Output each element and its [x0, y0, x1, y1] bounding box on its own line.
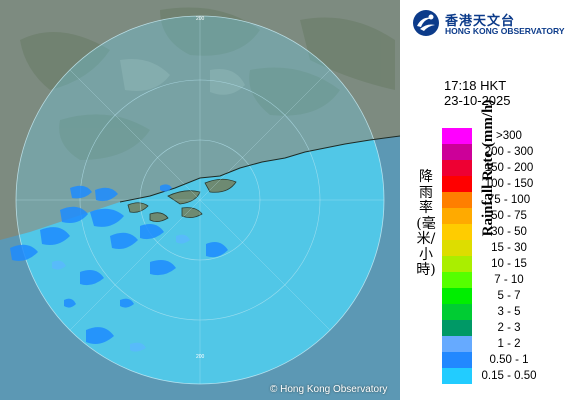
legend-labels: >300 200 - 300 150 - 200 100 - 150 75 - 100 5…	[474, 128, 544, 384]
legend-label: 10 - 15	[491, 258, 527, 270]
legend-swatch	[442, 352, 472, 368]
legend-panel	[400, 0, 577, 400]
legend-swatch	[442, 336, 472, 352]
legend-label: 0.15 - 0.50	[481, 370, 537, 382]
copyright-text: © Hong Kong Observatory	[270, 384, 388, 395]
legend-swatch	[442, 368, 472, 384]
legend-label: >300	[496, 130, 522, 142]
legend-swatch	[442, 176, 472, 192]
legend-swatch	[442, 288, 472, 304]
observation-time: 17:18 HKT	[444, 78, 507, 93]
coastline	[119, 135, 400, 203]
legend-label: 7 - 10	[494, 274, 524, 286]
legend-title-chinese: 降雨率(毫米/小時)	[416, 169, 436, 278]
legend-swatch	[442, 304, 472, 320]
legend-label: 75 - 100	[487, 194, 531, 206]
legend-label: 2 - 3	[497, 322, 521, 334]
legend-swatch	[442, 240, 472, 256]
legend-label: 1 - 2	[497, 338, 521, 350]
legend-label: 200 - 300	[484, 146, 534, 158]
legend-title-english: Rainfall Rate (mm/h)	[480, 99, 496, 237]
hko-logo-icon	[413, 10, 439, 36]
radar-range-ring	[15, 15, 385, 385]
legend-label: 15 - 30	[491, 242, 527, 254]
legend-label: 30 - 50	[491, 226, 527, 238]
radar-map[interactable]: 200 200 © Hong Kong O	[0, 0, 400, 400]
radar-map-graphic: 200 200	[0, 7, 400, 400]
legend-swatch	[442, 192, 472, 208]
islands	[127, 178, 237, 222]
legend-label: 0.50 - 1	[489, 354, 529, 366]
legend-swatch	[442, 160, 472, 176]
legend-label: 50 - 75	[491, 210, 527, 222]
legend-label: 3 - 5	[497, 306, 521, 318]
legend-label: 100 - 150	[484, 178, 534, 190]
range-label-bottom: 200	[196, 354, 205, 360]
legend-label: 150 - 200	[484, 162, 534, 174]
legend-swatch	[442, 128, 472, 144]
grid-lines	[16, 16, 384, 384]
legend-swatch	[442, 224, 472, 240]
logo-english-name: HONG KONG OBSERVATORY	[445, 26, 565, 36]
legend-label: 5 - 7	[497, 290, 521, 302]
legend-swatch	[442, 272, 472, 288]
legend-swatch	[442, 208, 472, 224]
range-label-top: 200	[196, 16, 205, 22]
urban-areas	[120, 59, 245, 95]
legend-swatch	[442, 320, 472, 336]
legend-swatch	[442, 256, 472, 272]
legend-swatch	[442, 144, 472, 160]
hko-logo: 香港天文台 HONG KONG OBSERVATORY	[412, 9, 572, 39]
rain-echoes-light	[52, 234, 190, 352]
range-labels: 200 200	[196, 16, 205, 360]
observation-date: 23-10-2025	[444, 93, 511, 108]
legend-swatches	[442, 128, 472, 384]
logo-chinese-name: 香港天文台	[445, 14, 516, 29]
rain-echoes	[10, 184, 228, 344]
